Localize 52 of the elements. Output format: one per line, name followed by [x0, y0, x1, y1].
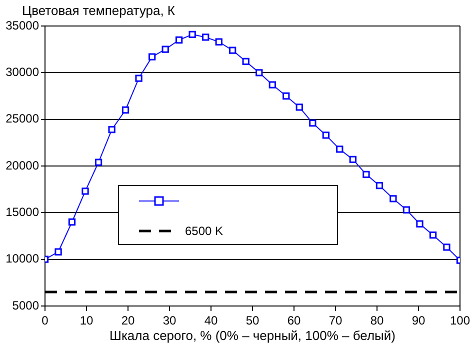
- point: [82, 188, 89, 195]
- x-axis-title: Шкала серого, % (0% – черный, 100% – белый): [110, 328, 396, 344]
- point: [296, 104, 303, 111]
- point: [148, 53, 156, 60]
- y-axis-title: Цветовая температура, К: [22, 3, 176, 18]
- y-tick-label: 30000: [6, 64, 40, 79]
- point: [94, 158, 102, 166]
- point: [309, 119, 316, 127]
- x-tick-label: 90: [412, 314, 426, 328]
- point: [362, 170, 370, 178]
- point: [135, 74, 142, 82]
- point: [322, 132, 330, 139]
- legend-label: 6500 K: [185, 224, 224, 238]
- point: [188, 30, 196, 38]
- point: [336, 146, 344, 153]
- point: [242, 58, 250, 66]
- x-tick-label: 30: [162, 314, 176, 328]
- point: [429, 231, 437, 239]
- point: [256, 69, 263, 76]
- point: [402, 206, 410, 214]
- y-tick-label: 5000: [12, 298, 40, 312]
- point: [202, 34, 210, 41]
- point: [443, 244, 450, 251]
- y-tick-label: 25000: [6, 112, 40, 126]
- x-tick-label: 40: [204, 314, 218, 328]
- point: [215, 38, 222, 46]
- y-tick-label: 10000: [6, 252, 40, 266]
- x-tick-label: 10: [80, 314, 94, 328]
- x-tick-label: 100: [450, 314, 470, 328]
- point: [54, 248, 62, 256]
- y-tick-label: 35000: [6, 18, 40, 32]
- point: [349, 156, 356, 164]
- y-tick-label: 15000: [6, 204, 40, 219]
- legend-box: 6500 K: [118, 185, 338, 245]
- x-tick-label: 60: [287, 314, 301, 328]
- point: [376, 182, 384, 190]
- x-tick-label: 20: [121, 314, 135, 328]
- point: [268, 81, 276, 88]
- point: [162, 46, 169, 53]
- point: [175, 36, 183, 44]
- x-tick-label: 80: [370, 314, 384, 328]
- point: [68, 218, 76, 226]
- point: [228, 46, 236, 54]
- point: [122, 106, 130, 114]
- point: [390, 195, 397, 202]
- y-tick-label: 20000: [6, 158, 40, 172]
- x-tick-label: 0: [42, 314, 49, 328]
- x-tick-label: 50: [246, 314, 260, 328]
- point: [416, 220, 424, 228]
- x-tick-label: 70: [328, 314, 342, 328]
- point: [282, 92, 290, 100]
- point: [108, 126, 116, 134]
